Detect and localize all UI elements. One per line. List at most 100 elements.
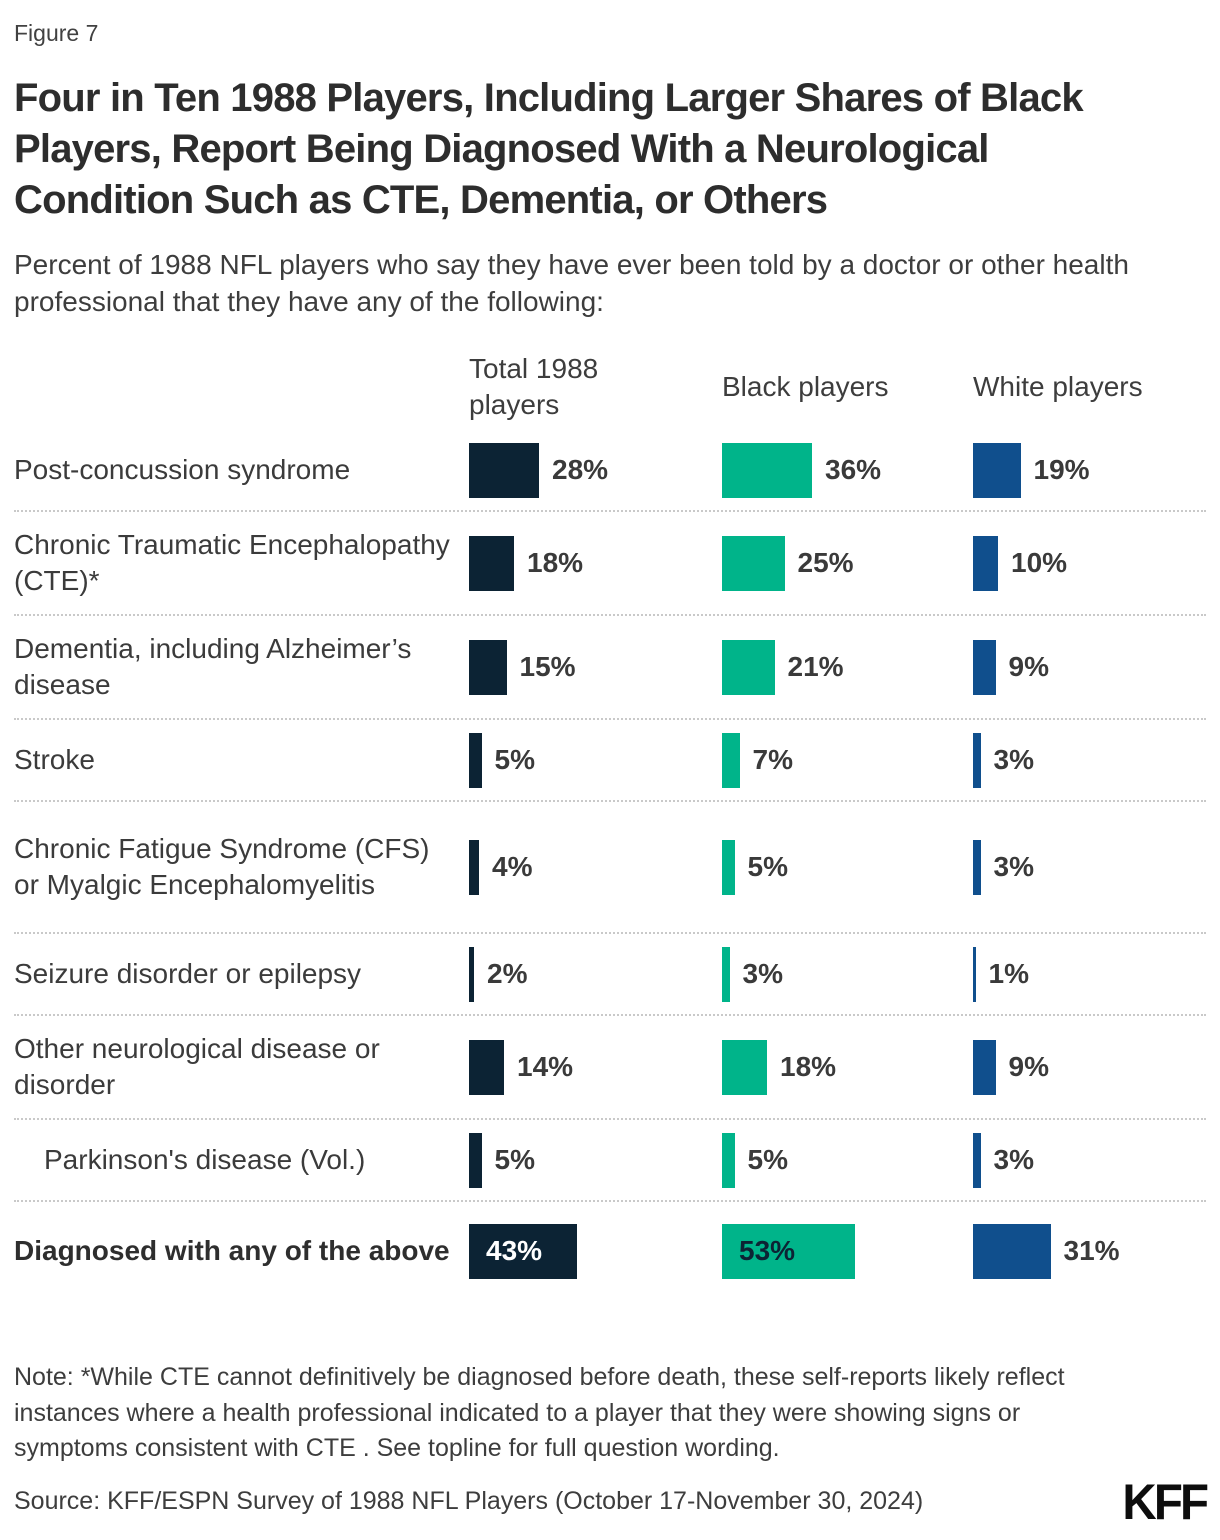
column-header-total: Total 1988 players (469, 351, 722, 424)
chart-row: Dementia, including Alzheimer’s disease 1… (14, 616, 1206, 721)
bar-cell: 10% (973, 535, 1206, 591)
value-label: 7% (752, 744, 793, 776)
chart-source: Source: KFF/ESPN Survey of 1988 NFL Play… (14, 1487, 924, 1516)
column-header-total-text: Total 1988 players (469, 353, 599, 421)
bar (469, 1039, 504, 1095)
column-header-white-players: White players (973, 371, 1143, 403)
value-label: 31% (1063, 1235, 1120, 1267)
kff-logo: KFF (1122, 1473, 1209, 1530)
bar-cell: 5% (469, 1132, 722, 1188)
chart-row: Post-concussion syndrome 28% 36% 19% (14, 430, 1206, 513)
bar (973, 442, 1021, 498)
bar-cell: 14% (469, 1039, 722, 1095)
bar-cell: 5% (722, 1132, 973, 1188)
bar: 43% (469, 1223, 577, 1279)
bar-cell: 21% (722, 639, 973, 695)
figure-title: Four in Ten 1988 Players, Including Larg… (14, 76, 1084, 223)
bar (722, 639, 775, 695)
value-label: 25% (797, 547, 854, 579)
bar (973, 839, 981, 895)
bar (973, 1223, 1051, 1279)
chart-row: Chronic Fatigue Syndrome (CFS) or Myalgi… (14, 802, 1206, 935)
bar (469, 639, 507, 695)
value-label: 5% (494, 744, 535, 776)
bar-cell: 5% (722, 839, 973, 895)
value-label: 10% (1011, 547, 1068, 579)
bar-cell: 18% (469, 535, 722, 591)
bar-cell: 53% (722, 1223, 973, 1279)
bar (973, 639, 996, 695)
value-label: 19% (1033, 454, 1090, 486)
figure-number: Figure 7 (14, 20, 99, 46)
value-label: 18% (780, 1051, 837, 1083)
bar (722, 1132, 735, 1188)
bar (722, 1039, 767, 1095)
bar-cell: 3% (973, 1132, 1206, 1188)
bar-chart: Total 1988 players Black players White p… (14, 344, 1206, 1300)
bar-cell: 18% (722, 1039, 973, 1095)
bar (469, 1132, 482, 1188)
condition-label: Stroke (14, 743, 95, 775)
chart-note: Note: *While CTE cannot definitively be … (14, 1363, 1065, 1463)
bar-cell: 2% (469, 946, 722, 1002)
column-header-black-players: Black players (722, 371, 889, 403)
value-label: 18% (527, 547, 584, 579)
bar (469, 732, 482, 788)
figure-subtitle: Percent of 1988 NFL players who say they… (14, 248, 1129, 317)
chart-row: Chronic Traumatic Encephalopathy (CTE)* 1… (14, 512, 1206, 617)
column-header-row: Total 1988 players Black players White p… (14, 344, 1206, 430)
value-label: 4% (492, 851, 533, 883)
value-label: 28% (552, 454, 609, 486)
bar (973, 732, 981, 788)
condition-label: Dementia, including Alzheimer’s disease (14, 632, 412, 701)
bar (722, 839, 735, 895)
value-label: 43% (486, 1235, 543, 1267)
condition-label: Parkinson's disease (Vol.) (44, 1143, 366, 1175)
chart-row: Parkinson's disease (Vol.) 5% 5% 3% (14, 1120, 1206, 1203)
bar (722, 946, 730, 1002)
bar: 53% (722, 1223, 855, 1279)
value-label: 15% (519, 651, 576, 683)
chart-row: Seizure disorder or epilepsy 2% 3% 1% (14, 934, 1206, 1017)
bar (973, 535, 998, 591)
bar-cell: 19% (973, 442, 1206, 498)
value-label: 14% (517, 1051, 574, 1083)
bar (722, 732, 740, 788)
chart-rows: Post-concussion syndrome 28% 36% 19% Chronic… (14, 430, 1206, 1300)
bar-cell: 43% (469, 1223, 722, 1279)
value-label: 3% (993, 744, 1034, 776)
bar-cell: 36% (722, 442, 973, 498)
bar (469, 946, 474, 1002)
bar-cell: 3% (722, 946, 973, 1002)
condition-label: Chronic Traumatic Encephalopathy (CTE)* (14, 528, 450, 597)
value-label: 3% (993, 851, 1034, 883)
value-label: 3% (742, 958, 783, 990)
value-label: 3% (993, 1144, 1034, 1176)
condition-label: Chronic Fatigue Syndrome (CFS) or Myalgi… (14, 832, 430, 901)
condition-label: Post-concussion syndrome (14, 453, 351, 485)
bar-cell: 3% (973, 732, 1206, 788)
bar-cell: 5% (469, 732, 722, 788)
bar-cell: 31% (973, 1223, 1206, 1279)
condition-label: Diagnosed with any of the above (14, 1234, 450, 1266)
chart-row: Other neurological disease or disorder 14… (14, 1016, 1206, 1121)
value-label: 5% (494, 1144, 535, 1176)
bar-cell: 3% (973, 839, 1206, 895)
bar (973, 946, 976, 1002)
bar-cell: 28% (469, 442, 722, 498)
chart-row: Diagnosed with any of the above 43% 53% 31% (14, 1202, 1206, 1300)
bar-cell: 9% (973, 1039, 1206, 1095)
bar-cell: 25% (722, 535, 973, 591)
bar (973, 1039, 996, 1095)
bar-cell: 7% (722, 732, 973, 788)
bar-cell: 1% (973, 946, 1206, 1002)
value-label: 5% (747, 1144, 788, 1176)
chart-row: Stroke 5% 7% 3% (14, 720, 1206, 803)
bar-cell: 15% (469, 639, 722, 695)
value-label: 36% (825, 454, 882, 486)
value-label: 9% (1008, 651, 1049, 683)
value-label: 2% (487, 958, 528, 990)
value-label: 5% (747, 851, 788, 883)
source-row: Source: KFF/ESPN Survey of 1988 NFL Play… (14, 1473, 1209, 1530)
